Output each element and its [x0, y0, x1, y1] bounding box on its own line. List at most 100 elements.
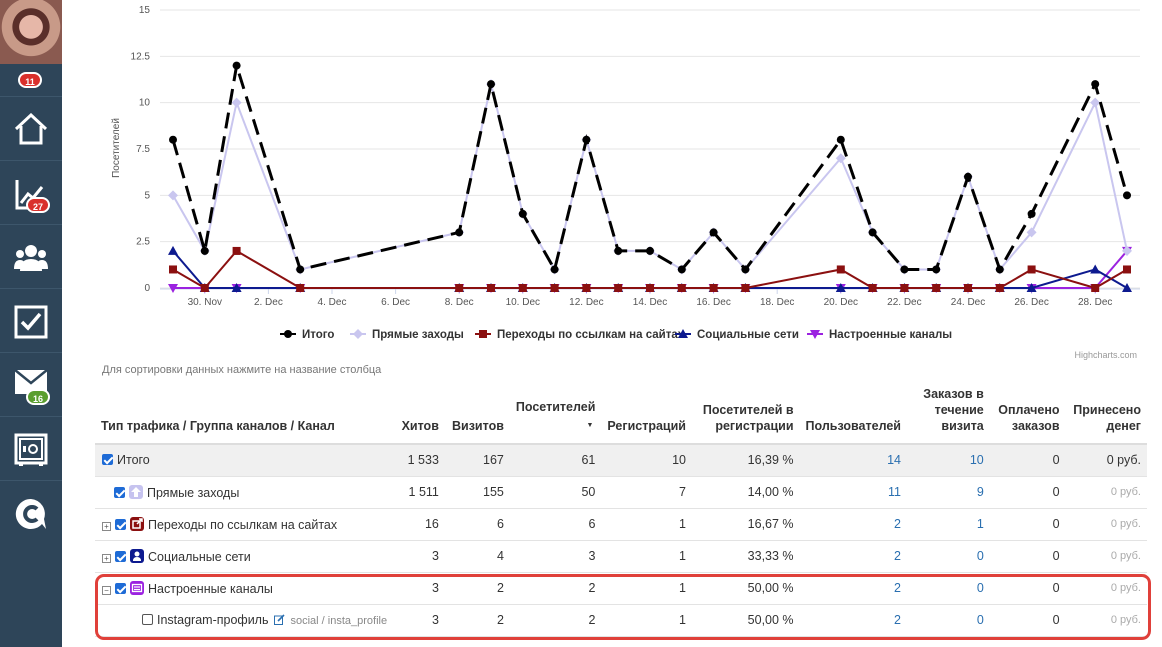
users-link[interactable]: 2 [799, 604, 907, 637]
sidebar-item-app[interactable] [0, 480, 62, 544]
legend-marker [284, 330, 292, 338]
home-icon [14, 113, 48, 145]
data-point [646, 246, 654, 255]
row-checkbox[interactable] [115, 518, 126, 530]
col-visitors[interactable]: Посетителей ▼ [509, 380, 602, 445]
data-point [1091, 284, 1100, 292]
row-checkbox[interactable] [115, 582, 126, 594]
external-link-icon [130, 516, 144, 531]
paid-cell: 0 [989, 572, 1066, 605]
regs-cell: 10 [601, 444, 692, 477]
data-point [835, 153, 846, 164]
users-link[interactable]: 2 [799, 572, 907, 605]
paid-cell: 0 [989, 444, 1066, 477]
col-registrations[interactable]: Регистраций [601, 380, 692, 445]
regs-cell: 1 [601, 604, 692, 637]
users-link[interactable]: 2 [799, 540, 907, 573]
data-point [932, 284, 941, 292]
orders-link[interactable]: 9 [906, 476, 990, 509]
money-cell: 0 руб. [1065, 444, 1147, 477]
list-icon [130, 580, 144, 595]
row-checkbox[interactable] [142, 613, 153, 625]
data-point [232, 246, 241, 255]
legend-label: Итого [302, 329, 334, 341]
col-visits[interactable]: Визитов [444, 380, 510, 445]
col-paid-orders[interactable]: Оплачено заказов [989, 380, 1066, 445]
col-conversion[interactable]: Посетителей в регистрации [691, 380, 800, 445]
data-point [900, 284, 909, 292]
data-point [296, 284, 305, 292]
safe-icon [14, 433, 48, 466]
legend-item[interactable]: Итого [280, 329, 334, 341]
person-icon [130, 548, 144, 563]
col-hits[interactable]: Хитов [393, 380, 445, 445]
data-point [868, 284, 877, 292]
data-point [995, 265, 1004, 274]
regs-cell: 1 [601, 572, 692, 605]
sidebar-item-safe[interactable] [0, 416, 62, 480]
legend-item[interactable]: Прямые заходы [350, 329, 464, 341]
users-link[interactable]: 11 [799, 476, 907, 509]
data-point [1123, 265, 1131, 274]
visitors-cell: 50 [509, 476, 602, 509]
orders-link[interactable]: 0 [906, 604, 990, 637]
data-point [1090, 97, 1101, 108]
data-point [455, 284, 464, 292]
data-point [550, 284, 559, 292]
col-traffic-type[interactable]: Тип трафика / Группа каналов / Канал [95, 380, 394, 445]
series-line [173, 250, 1128, 289]
orders-link[interactable]: 10 [906, 444, 990, 477]
hits-cell: 3 [393, 604, 445, 637]
users-link[interactable]: 14 [799, 444, 907, 477]
col-users[interactable]: Пользователей [799, 380, 907, 445]
legend-marker [479, 330, 487, 338]
collapse-icon[interactable]: − [102, 585, 111, 595]
sidebar-item-home[interactable] [0, 96, 62, 160]
avatar[interactable] [0, 0, 62, 64]
visits-cell: 155 [444, 476, 510, 509]
table-row: Прямые заходы 1 511 155 50 7 14,00 % 11 … [95, 476, 1147, 509]
visitors-cell: 6 [509, 508, 602, 541]
data-point [1123, 191, 1131, 200]
col-orders[interactable]: Заказов в течение визита [906, 380, 990, 445]
sidebar-item-users[interactable] [0, 224, 62, 288]
data-point [1027, 209, 1036, 218]
users-link[interactable]: 2 [799, 508, 907, 541]
regs-cell: 1 [601, 540, 692, 573]
data-point [964, 172, 972, 181]
orders-link[interactable]: 1 [906, 508, 990, 541]
row-label-cell: − Настроенные каналы [95, 572, 394, 605]
sidebar-item-stats[interactable]: 27 [0, 160, 62, 224]
expand-icon[interactable]: + [102, 521, 111, 531]
data-point [836, 265, 845, 274]
legend-item[interactable]: Социальные сети [675, 329, 799, 341]
x-tick-label: 4. Dec [318, 297, 347, 308]
legend-label: Переходы по ссылкам на сайтах [497, 329, 685, 341]
y-tick-label: 2.5 [136, 237, 150, 248]
table-row: Итого 1 533 167 61 10 16,39 % 14 10 0 0 … [95, 444, 1147, 477]
legend-item[interactable]: Настроенные каналы [807, 329, 952, 341]
sidebar-item-mail[interactable]: 16 [0, 352, 62, 416]
data-point [1026, 227, 1037, 238]
hits-cell: 1 533 [393, 444, 445, 477]
row-checkbox[interactable] [115, 550, 126, 562]
series-diamond [168, 79, 1132, 275]
col-money[interactable]: Принесено денег [1065, 380, 1147, 445]
data-point [487, 80, 495, 89]
data-point [677, 265, 686, 274]
orders-link[interactable]: 0 [906, 540, 990, 573]
row-checkbox[interactable] [102, 454, 113, 466]
y-tick-label: 5 [144, 190, 150, 201]
chart-credit[interactable]: Highcharts.com [1074, 350, 1137, 360]
series-line [172, 250, 1128, 289]
edit-icon[interactable] [273, 613, 285, 628]
visits-cell: 2 [444, 572, 510, 605]
legend-item[interactable]: Переходы по ссылкам на сайтах [475, 329, 685, 341]
orders-link[interactable]: 0 [906, 572, 990, 605]
data-point [1091, 80, 1100, 89]
row-checkbox[interactable] [114, 486, 125, 498]
sidebar-item-tasks[interactable] [0, 288, 62, 352]
data-point [614, 246, 623, 255]
expand-icon[interactable]: + [102, 553, 111, 563]
data-point [487, 284, 495, 292]
